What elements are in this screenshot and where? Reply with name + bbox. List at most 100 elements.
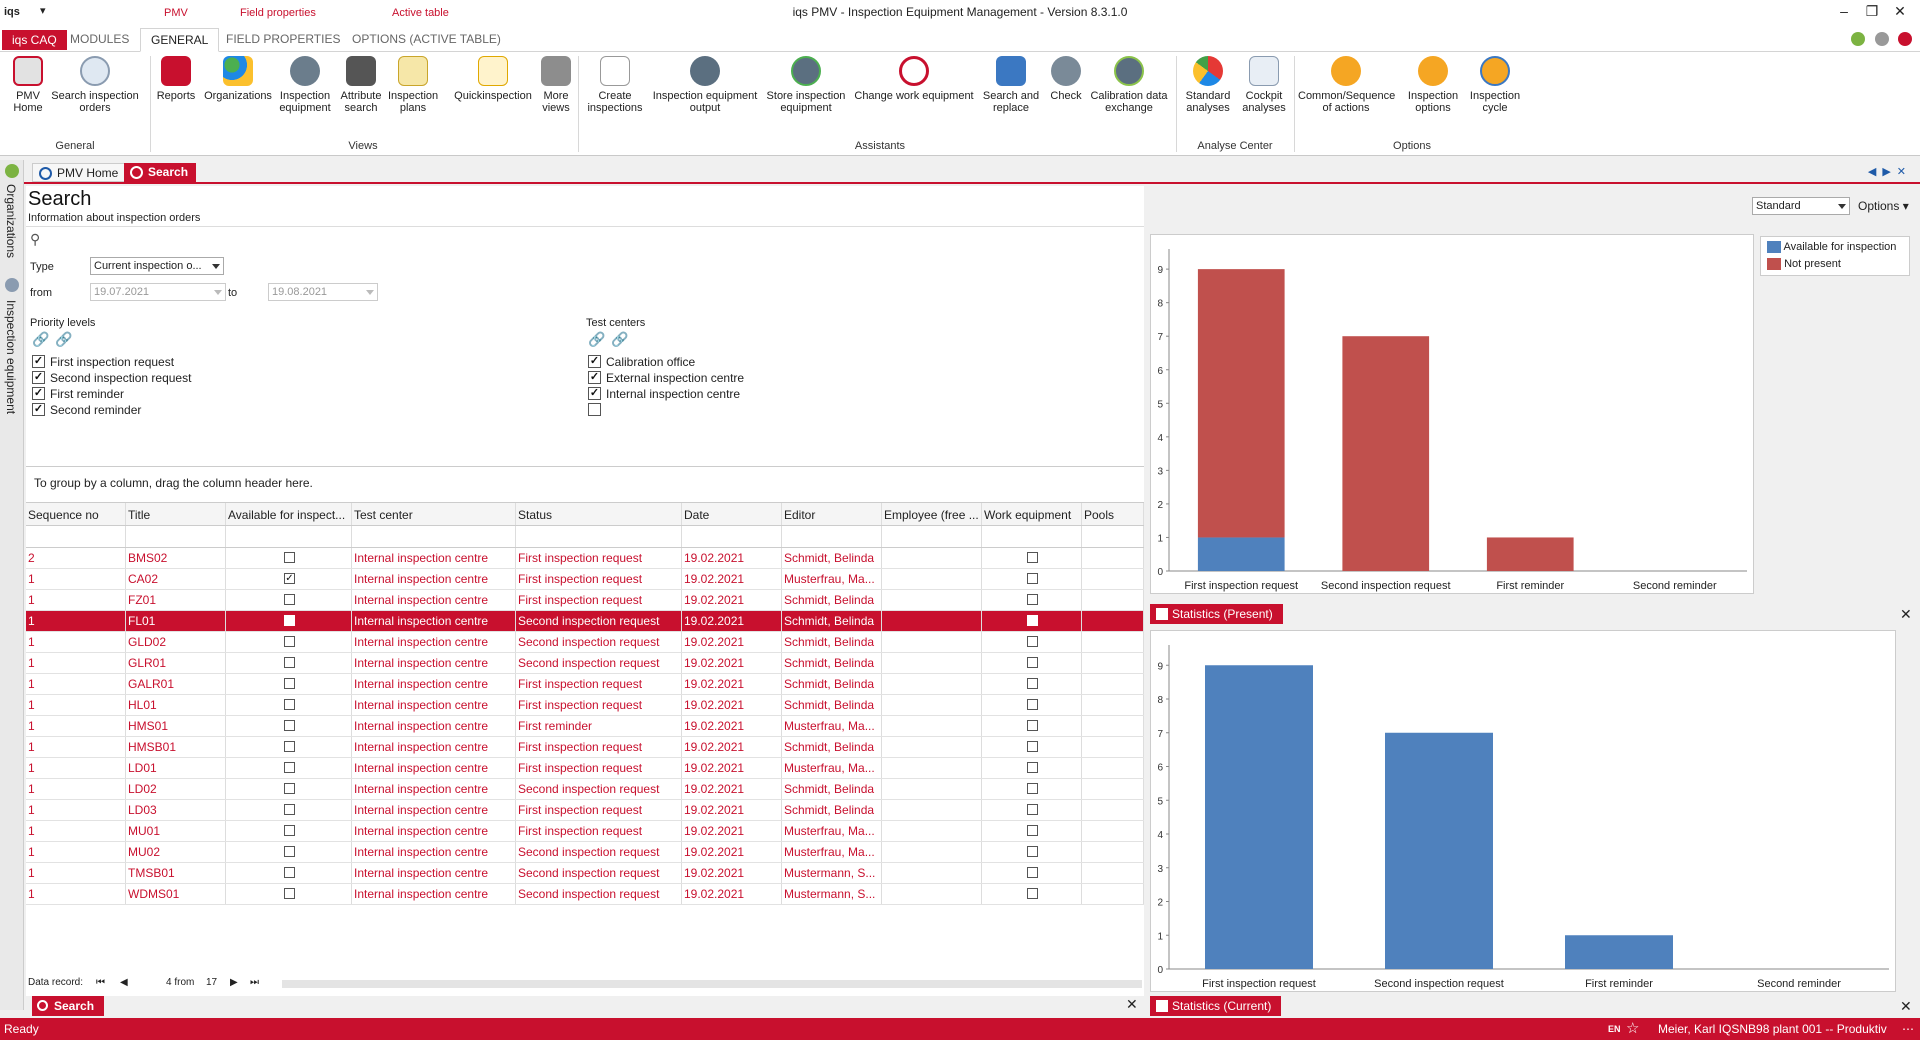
cell-avail[interactable]	[226, 695, 352, 715]
tab-options-active-table[interactable]: OPTIONS (ACTIVE TABLE)	[352, 32, 501, 46]
cell-work[interactable]	[982, 695, 1082, 715]
cell-work[interactable]	[982, 863, 1082, 883]
table-row[interactable]: 1 HMSB01 Internal inspection centre First i…	[26, 737, 1144, 758]
cell-work[interactable]	[982, 800, 1082, 820]
cell-work[interactable]	[982, 674, 1082, 694]
cell-work[interactable]	[982, 611, 1082, 631]
inspection-options-button[interactable]: Inspection options	[1400, 56, 1466, 114]
column-header[interactable]: Status	[516, 503, 682, 525]
table-row[interactable]: 2 BMS02 Internal inspection centre First in…	[26, 548, 1144, 569]
inspection-equipment-output-button[interactable]: Inspection equipment output	[650, 56, 760, 114]
inspection-equipment-button[interactable]: Inspection equipment	[276, 56, 334, 114]
pmv-home-button[interactable]: PMV Home	[6, 56, 50, 114]
priority-checkbox[interactable]: First inspection request	[32, 355, 174, 369]
cell-work[interactable]	[982, 716, 1082, 736]
cockpit-analyses-button[interactable]: Cockpit analyses	[1238, 56, 1290, 114]
cell-work[interactable]	[982, 548, 1082, 568]
cell-work[interactable]	[982, 884, 1082, 904]
table-row[interactable]: 1 MU02 Internal inspection centre Second in…	[26, 842, 1144, 863]
table-row[interactable]: 1 HMS01 Internal inspection centre First re…	[26, 716, 1144, 737]
context-tab-pmv[interactable]: PMV	[164, 7, 188, 19]
tab-iqs-caq[interactable]: iqs CAQ	[2, 30, 67, 50]
cell-work[interactable]	[982, 737, 1082, 757]
type-select[interactable]: Current inspection o...	[90, 257, 224, 275]
doc-tab-pmv-home[interactable]: PMV Home	[32, 163, 128, 182]
tab-statistics-present[interactable]: Statistics (Present)	[1150, 604, 1283, 624]
cell-avail[interactable]	[226, 653, 352, 673]
search-icon[interactable]: ⚲	[30, 231, 41, 247]
cell-avail[interactable]	[226, 884, 352, 904]
record-position[interactable]: 4 from	[166, 977, 195, 988]
column-header[interactable]: Title	[126, 503, 226, 525]
group-by-panel[interactable]: To group by a column, drag the column he…	[26, 466, 1144, 498]
priority-checkbox[interactable]: First reminder	[32, 387, 124, 401]
search-and-replace-button[interactable]: Search and replace	[978, 56, 1044, 114]
cell-work[interactable]	[982, 821, 1082, 841]
table-row[interactable]: 1 FZ01 Internal inspection centre First ins…	[26, 590, 1144, 611]
search-inspection-orders-button[interactable]: Search inspection orders	[50, 56, 140, 114]
help-icon[interactable]	[1898, 32, 1912, 46]
previous-record-icon[interactable]: ◀	[120, 977, 128, 988]
table-row[interactable]: 1 GALR01 Internal inspection centre First i…	[26, 674, 1144, 695]
test-center-checkbox[interactable]: Internal inspection centre	[588, 387, 740, 401]
more-views-button[interactable]: More views	[538, 56, 574, 114]
table-row[interactable]: 1 LD01 Internal inspection centre First ins…	[26, 758, 1144, 779]
tab-general[interactable]: GENERAL	[140, 28, 220, 52]
online-status-icon[interactable]	[1851, 32, 1866, 46]
inspection-plans-button[interactable]: Inspection plans	[388, 56, 438, 114]
common-sequence-button[interactable]: Common/Sequence of actions	[1298, 56, 1395, 114]
cell-avail[interactable]	[226, 863, 352, 883]
cell-avail[interactable]	[226, 590, 352, 610]
context-tab-active-table[interactable]: Active table	[392, 7, 449, 19]
close-icon[interactable]: ✕	[1900, 998, 1912, 1014]
cell-work[interactable]	[982, 842, 1082, 862]
context-tab-field-properties[interactable]: Field properties	[240, 7, 316, 19]
tab-statistics-current[interactable]: Statistics (Current)	[1150, 996, 1282, 1016]
tab-navigation-controls[interactable]: ◀▶✕	[1867, 166, 1912, 178]
column-header[interactable]: Sequence no	[26, 503, 126, 525]
doc-tab-search[interactable]: Search	[124, 163, 197, 182]
cell-avail[interactable]	[226, 674, 352, 694]
quickinspection-button[interactable]: Quickinspection	[448, 56, 538, 102]
filter-cell[interactable]	[682, 526, 782, 547]
cell-avail[interactable]	[226, 737, 352, 757]
change-work-equipment-button[interactable]: Change work equipment	[852, 56, 976, 102]
filter-cell[interactable]	[1082, 526, 1144, 547]
test-center-checkbox[interactable]: External inspection centre	[588, 371, 744, 385]
options-menu-button[interactable]: Options ▾	[1858, 199, 1909, 213]
column-header[interactable]: Date	[682, 503, 782, 525]
tab-field-properties[interactable]: FIELD PROPERTIES	[226, 32, 341, 46]
attribute-search-button[interactable]: Attribute search	[336, 56, 386, 114]
cell-work[interactable]	[982, 569, 1082, 589]
cell-avail[interactable]	[226, 611, 352, 631]
cell-work[interactable]	[982, 653, 1082, 673]
store-inspection-equipment-button[interactable]: Store inspection equipment	[762, 56, 850, 114]
table-row[interactable]: 1 HL01 Internal inspection centre First ins…	[26, 695, 1144, 716]
cell-work[interactable]	[982, 758, 1082, 778]
cell-avail[interactable]	[226, 842, 352, 862]
tab-modules[interactable]: MODULES	[70, 32, 130, 46]
cell-work[interactable]	[982, 779, 1082, 799]
to-date-field[interactable]: 19.08.2021	[268, 283, 378, 301]
priority-checkbox[interactable]: Second reminder	[32, 403, 141, 417]
cell-avail[interactable]	[226, 632, 352, 652]
filter-cell[interactable]	[126, 526, 226, 547]
table-row[interactable]: 1 MU01 Internal inspection centre First ins…	[26, 821, 1144, 842]
restore-icon[interactable]: ❐	[1865, 3, 1879, 19]
from-date-field[interactable]: 19.07.2021	[90, 283, 226, 301]
inspection-cycle-button[interactable]: Inspection cycle	[1466, 56, 1524, 114]
language-indicator[interactable]: EN	[1608, 1024, 1621, 1034]
cell-avail[interactable]: ✓	[226, 569, 352, 589]
minimize-icon[interactable]: –	[1840, 3, 1848, 19]
column-header[interactable]: Pools	[1082, 503, 1144, 525]
column-header[interactable]: Work equipment	[982, 503, 1082, 525]
settings-icon[interactable]	[1874, 32, 1889, 46]
close-icon[interactable]: ✕	[1894, 3, 1906, 19]
layout-select[interactable]: Standard	[1752, 197, 1850, 215]
cell-avail[interactable]	[226, 821, 352, 841]
filter-cell[interactable]	[882, 526, 982, 547]
test-center-checkbox[interactable]: Calibration office	[588, 355, 695, 369]
favorite-star-icon[interactable]: ☆	[1626, 1020, 1640, 1037]
filter-cell[interactable]	[352, 526, 516, 547]
table-row[interactable]: 1 LD02 Internal inspection centre Second in…	[26, 779, 1144, 800]
